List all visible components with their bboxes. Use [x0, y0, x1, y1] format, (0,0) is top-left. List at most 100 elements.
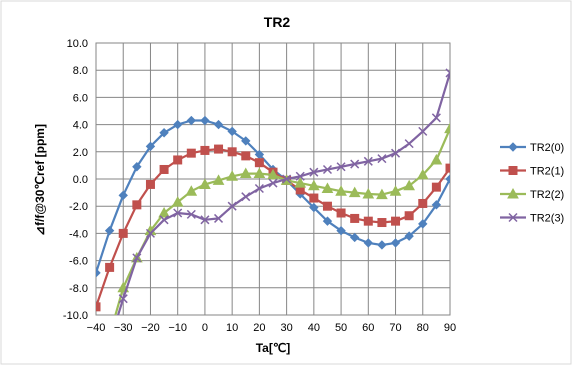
y-tick-label: -4.0	[69, 228, 88, 240]
data-point	[322, 164, 332, 175]
data-point	[254, 158, 264, 168]
data-point	[309, 193, 319, 203]
data-point	[335, 185, 347, 196]
series-2	[114, 122, 450, 315]
data-point	[363, 216, 373, 226]
data-point	[431, 113, 441, 123]
series-3	[116, 68, 450, 315]
data-point	[200, 145, 210, 155]
data-point	[377, 218, 387, 228]
x-tick-label: 90	[444, 322, 456, 334]
data-point-stroke-b	[145, 228, 155, 238]
x-tick-label: −30	[114, 322, 133, 334]
x-tick-label: −40	[87, 322, 106, 334]
legend: TR2(0) TR2(1) TR2(2) TR2(3)	[500, 142, 564, 225]
data-point	[199, 178, 211, 189]
data-point	[404, 211, 414, 221]
data-point	[404, 231, 414, 241]
data-point	[322, 201, 332, 211]
data-point	[118, 190, 128, 201]
data-point-stroke-b	[241, 192, 251, 202]
series-layer	[96, 68, 450, 315]
data-point-stroke-b	[159, 215, 169, 225]
data-point	[159, 215, 169, 225]
data-point	[253, 167, 266, 179]
data-point	[171, 196, 184, 207]
y-tick-label: 8.0	[73, 65, 88, 77]
data-point	[309, 202, 319, 213]
x-tick-label: 20	[253, 322, 265, 334]
data-point-stroke-b	[404, 139, 414, 149]
data-point	[431, 200, 442, 210]
y-tick-label: -8.0	[69, 283, 88, 295]
data-point	[377, 240, 387, 250]
data-point-stroke-b	[309, 167, 319, 177]
data-point	[445, 174, 450, 184]
y-tick-label: 0.0	[73, 174, 88, 186]
data-point	[227, 147, 237, 157]
data-point-stroke-b	[254, 183, 264, 194]
data-point	[159, 164, 169, 174]
data-point	[430, 153, 443, 165]
data-point	[267, 168, 279, 180]
data-point	[104, 225, 115, 236]
legend-marker	[507, 187, 519, 199]
x-tick-label: 10	[226, 322, 238, 334]
data-point	[239, 167, 252, 179]
data-point-stroke-b	[227, 201, 237, 211]
x-tick-label: 50	[335, 322, 347, 334]
data-point	[445, 68, 450, 78]
x-axis-label: Ta[℃]	[256, 341, 291, 355]
axis-layer: 10.0 8.0 6.0 4.0 2.0 0.0 -2.0 -4.0 -6.0 -8.0 -10.0…	[63, 38, 456, 334]
data-point	[226, 170, 239, 181]
x-tick-label: 0	[202, 322, 208, 334]
data-point	[444, 122, 450, 134]
data-point	[336, 225, 346, 236]
data-point-stroke-a	[445, 68, 450, 74]
x-tick-label: −10	[168, 322, 187, 334]
data-point-stroke-b	[431, 113, 441, 123]
data-point-stroke-b	[322, 164, 332, 175]
data-point	[389, 185, 402, 196]
legend-item: TR2(0)	[500, 142, 564, 154]
data-point	[377, 154, 387, 164]
data-point	[404, 139, 414, 149]
data-point	[96, 302, 101, 312]
data-point	[214, 213, 224, 223]
data-point	[350, 159, 360, 169]
legend-item: TR2(1)	[500, 166, 564, 178]
data-point-stroke-b	[418, 126, 428, 136]
data-point-stroke-b	[445, 71, 450, 78]
legend-item: TR2(3)	[500, 213, 564, 225]
data-point	[214, 144, 224, 154]
data-point	[118, 294, 128, 304]
data-point	[268, 178, 278, 188]
legend-marker	[508, 166, 518, 175]
data-point	[227, 126, 237, 137]
data-point	[348, 186, 361, 198]
y-tick-label: 4.0	[73, 120, 88, 132]
data-point	[416, 168, 429, 180]
y-tick-label: -2.0	[69, 201, 88, 213]
data-point	[186, 209, 196, 219]
data-point	[295, 171, 305, 181]
x-tick-label: −20	[141, 322, 160, 334]
data-point-stroke-b	[186, 209, 196, 219]
data-point	[363, 238, 374, 248]
data-point	[336, 208, 346, 218]
data-point-stroke-b	[391, 148, 401, 158]
data-point	[145, 179, 155, 189]
data-point-stroke-b	[173, 208, 183, 218]
data-point	[418, 198, 428, 208]
y-tick-label: 6.0	[73, 92, 88, 104]
legend-marker-stroke-b	[508, 212, 518, 223]
data-point	[145, 141, 156, 152]
legend-label: TR2(2)	[530, 189, 564, 201]
data-point	[185, 185, 198, 196]
data-point	[362, 187, 375, 199]
data-point	[350, 213, 360, 223]
data-point	[172, 119, 183, 130]
data-point	[307, 179, 320, 191]
data-point	[376, 188, 388, 200]
